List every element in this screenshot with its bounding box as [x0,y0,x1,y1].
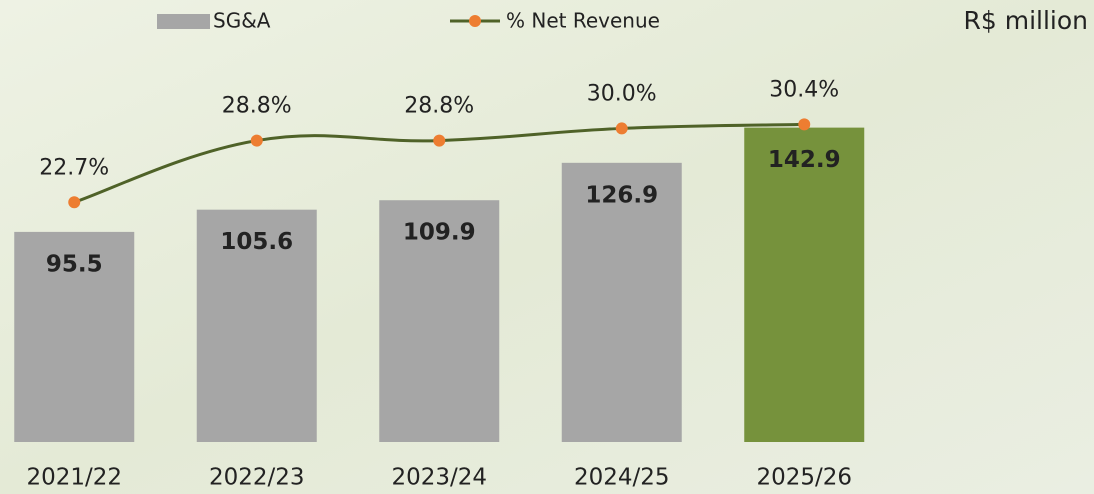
line-marker [615,122,628,135]
line-marker [433,134,446,147]
legend-swatch-marker [469,15,481,27]
bar-value-label: 109.9 [403,220,476,246]
bar-value-label: 95.5 [46,251,103,277]
line-value-label: 22.7% [39,155,109,180]
bar [379,200,500,442]
bar-value-label: 142.9 [768,147,841,173]
bar [196,209,317,442]
line-value-label: 28.8% [404,94,474,119]
bar [744,127,865,443]
legend-label: % Net Revenue [506,9,660,33]
legend-swatch-bar [157,14,210,29]
x-tick-label: 2022/23 [209,465,305,491]
unit-label: R$ million [964,6,1089,35]
line-value-label: 28.8% [222,94,292,119]
line-value-label: 30.0% [587,81,657,106]
line-marker [250,134,263,147]
bar [14,231,135,442]
x-tick-label: 2025/26 [756,465,852,491]
x-tick-label: 2024/25 [574,465,670,491]
bar-value-label: 105.6 [220,229,293,255]
legend-label: SG&A [213,9,271,33]
x-tick-label: 2021/22 [26,465,122,491]
bar-value-label: 126.9 [585,182,658,208]
bar [561,162,682,442]
line-marker [798,118,811,131]
line-marker [68,196,81,209]
x-tick-label: 2023/24 [391,465,487,491]
line-value-label: 30.4% [769,77,839,102]
